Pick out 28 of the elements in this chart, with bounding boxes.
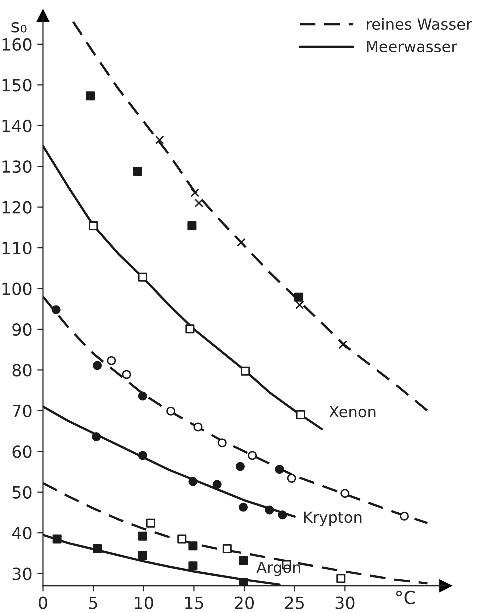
y-tick-label: 90 — [12, 323, 32, 336]
annotation: Xenon — [330, 406, 376, 418]
y-tick-label: 50 — [12, 486, 32, 499]
annotation: Argon — [256, 562, 300, 576]
x-tick-label: 5 — [90, 596, 98, 610]
y-tick-label: 30 — [12, 568, 32, 580]
y-tick-label: 150 — [2, 79, 32, 92]
y-tick-label: 100 — [2, 282, 32, 296]
y-tick-label: 120 — [2, 201, 32, 214]
x-tick-label: 15 — [185, 596, 204, 610]
legend-label: Meerwasser — [367, 41, 458, 53]
x-tick-label: 30 — [336, 596, 355, 610]
x-tick-label: 25 — [285, 596, 304, 610]
x-tick-label: 10 — [135, 596, 154, 610]
y-tick-label: 110 — [2, 242, 32, 255]
y-tick-label: 140 — [2, 120, 32, 132]
y-tick-label: 70 — [12, 404, 32, 418]
y-axis-title: s₀ — [12, 22, 27, 33]
legend-label: reines Wasser — [367, 18, 472, 30]
x-tick-label: 20 — [235, 596, 254, 610]
x-tick-label: 0 — [39, 596, 48, 610]
x-axis-title: °C — [396, 590, 416, 605]
y-tick-label: 60 — [12, 446, 32, 458]
y-tick-label: 130 — [2, 160, 32, 174]
annotation: Krypton — [304, 512, 362, 526]
y-tick-label: 80 — [12, 364, 32, 377]
y-tick-label: 40 — [12, 527, 32, 540]
y-tick-label: 160 — [2, 38, 32, 52]
